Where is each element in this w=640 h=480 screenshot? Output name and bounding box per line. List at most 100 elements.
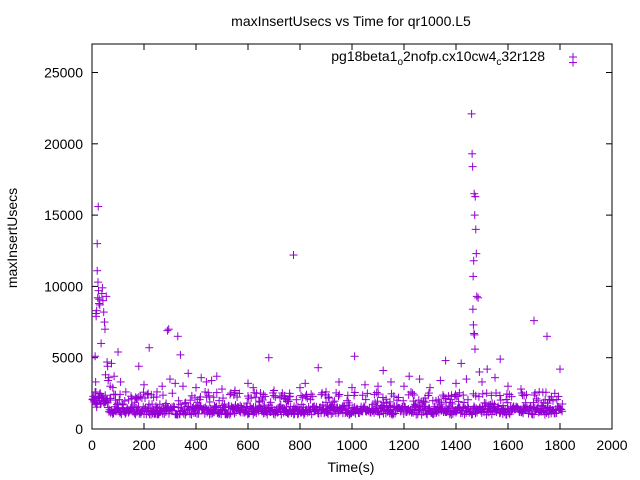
data-point bbox=[324, 393, 333, 402]
data-point bbox=[231, 386, 239, 395]
data-point bbox=[504, 382, 512, 391]
data-point bbox=[98, 283, 107, 292]
data-point bbox=[372, 388, 381, 397]
data-point bbox=[212, 372, 221, 381]
x-tick-label: 0 bbox=[88, 437, 96, 453]
data-point bbox=[389, 392, 398, 401]
data-point bbox=[176, 350, 185, 359]
y-tick-label: 25000 bbox=[44, 65, 83, 81]
data-point bbox=[410, 390, 419, 399]
data-point bbox=[296, 383, 304, 392]
x-tick-label: 1400 bbox=[440, 437, 471, 453]
data-point bbox=[470, 330, 479, 339]
data-point bbox=[387, 377, 395, 386]
data-point bbox=[97, 339, 106, 348]
data-point bbox=[496, 396, 505, 405]
data-point bbox=[164, 325, 173, 334]
data-point bbox=[266, 398, 275, 407]
data-point bbox=[454, 397, 463, 406]
data-point bbox=[140, 380, 148, 389]
data-point bbox=[436, 376, 445, 385]
data-point bbox=[169, 402, 178, 411]
data-point bbox=[472, 292, 481, 301]
data-point bbox=[361, 380, 369, 389]
data-point bbox=[210, 401, 219, 410]
data-point bbox=[197, 373, 206, 382]
data-point bbox=[101, 391, 110, 400]
y-tick-label: 5000 bbox=[52, 350, 83, 366]
data-point bbox=[348, 383, 356, 392]
data-point bbox=[211, 403, 220, 412]
data-point bbox=[437, 400, 446, 409]
legend-label-part: 32r128 bbox=[501, 48, 545, 64]
data-point bbox=[308, 392, 317, 401]
data-point bbox=[558, 407, 567, 416]
data-point bbox=[330, 397, 339, 406]
x-tick-label: 2000 bbox=[596, 437, 627, 453]
data-point bbox=[171, 379, 180, 388]
data-point bbox=[413, 410, 422, 419]
data-point bbox=[322, 398, 330, 407]
data-point bbox=[251, 393, 260, 402]
data-point bbox=[415, 375, 424, 384]
legend-label: pg18beta1o2nofp.cx10cw4c32r128 bbox=[331, 48, 545, 68]
data-point bbox=[168, 389, 177, 398]
data-point bbox=[483, 365, 492, 374]
data-point bbox=[409, 397, 418, 406]
data-point bbox=[121, 387, 130, 396]
data-point bbox=[120, 397, 129, 406]
data-point bbox=[163, 326, 172, 335]
data-point bbox=[103, 398, 112, 407]
data-point bbox=[503, 398, 512, 407]
data-point bbox=[148, 400, 157, 409]
data-point bbox=[102, 292, 111, 301]
data-point bbox=[98, 296, 107, 305]
data-point bbox=[452, 379, 460, 388]
data-point bbox=[131, 410, 140, 419]
data-point bbox=[93, 278, 102, 287]
data-point bbox=[113, 399, 122, 408]
data-point bbox=[176, 400, 185, 409]
x-tick-label: 1600 bbox=[492, 437, 523, 453]
data-point bbox=[391, 409, 400, 418]
data-point bbox=[543, 332, 551, 341]
data-point bbox=[471, 192, 480, 201]
plot-area: 0 200 400 600 800 1000 1200 1400 1600 1800 2000050… bbox=[44, 43, 628, 453]
data-point bbox=[385, 401, 394, 410]
data-point bbox=[350, 388, 359, 397]
data-point bbox=[453, 392, 462, 401]
legend-label-subscript: o bbox=[397, 57, 403, 68]
data-point bbox=[457, 359, 466, 368]
data-point bbox=[301, 392, 310, 401]
data-point bbox=[107, 359, 116, 368]
data-point bbox=[441, 356, 450, 365]
data-point bbox=[162, 399, 171, 408]
data-point bbox=[245, 409, 254, 418]
data-point bbox=[155, 400, 164, 409]
data-point bbox=[218, 385, 226, 394]
data-point bbox=[124, 408, 133, 417]
data-point bbox=[254, 398, 263, 407]
data-point bbox=[446, 398, 455, 407]
data-point bbox=[96, 400, 105, 409]
data-point bbox=[91, 377, 100, 386]
data-point bbox=[334, 392, 343, 401]
data-point bbox=[335, 377, 343, 386]
y-tick-label: 20000 bbox=[44, 136, 83, 152]
data-point bbox=[181, 398, 190, 407]
data-point bbox=[93, 293, 102, 302]
data-point bbox=[242, 403, 251, 412]
data-point bbox=[338, 402, 347, 411]
data-point bbox=[95, 300, 104, 309]
data-point bbox=[421, 398, 430, 407]
data-point bbox=[271, 393, 280, 402]
data-point bbox=[192, 383, 200, 392]
data-point bbox=[100, 318, 109, 327]
data-point bbox=[350, 352, 359, 361]
data-point bbox=[471, 225, 480, 234]
data-point bbox=[91, 388, 100, 397]
data-point bbox=[179, 382, 187, 391]
data-point bbox=[101, 325, 109, 334]
x-tick-label: 800 bbox=[288, 437, 312, 453]
data-point bbox=[186, 396, 195, 405]
